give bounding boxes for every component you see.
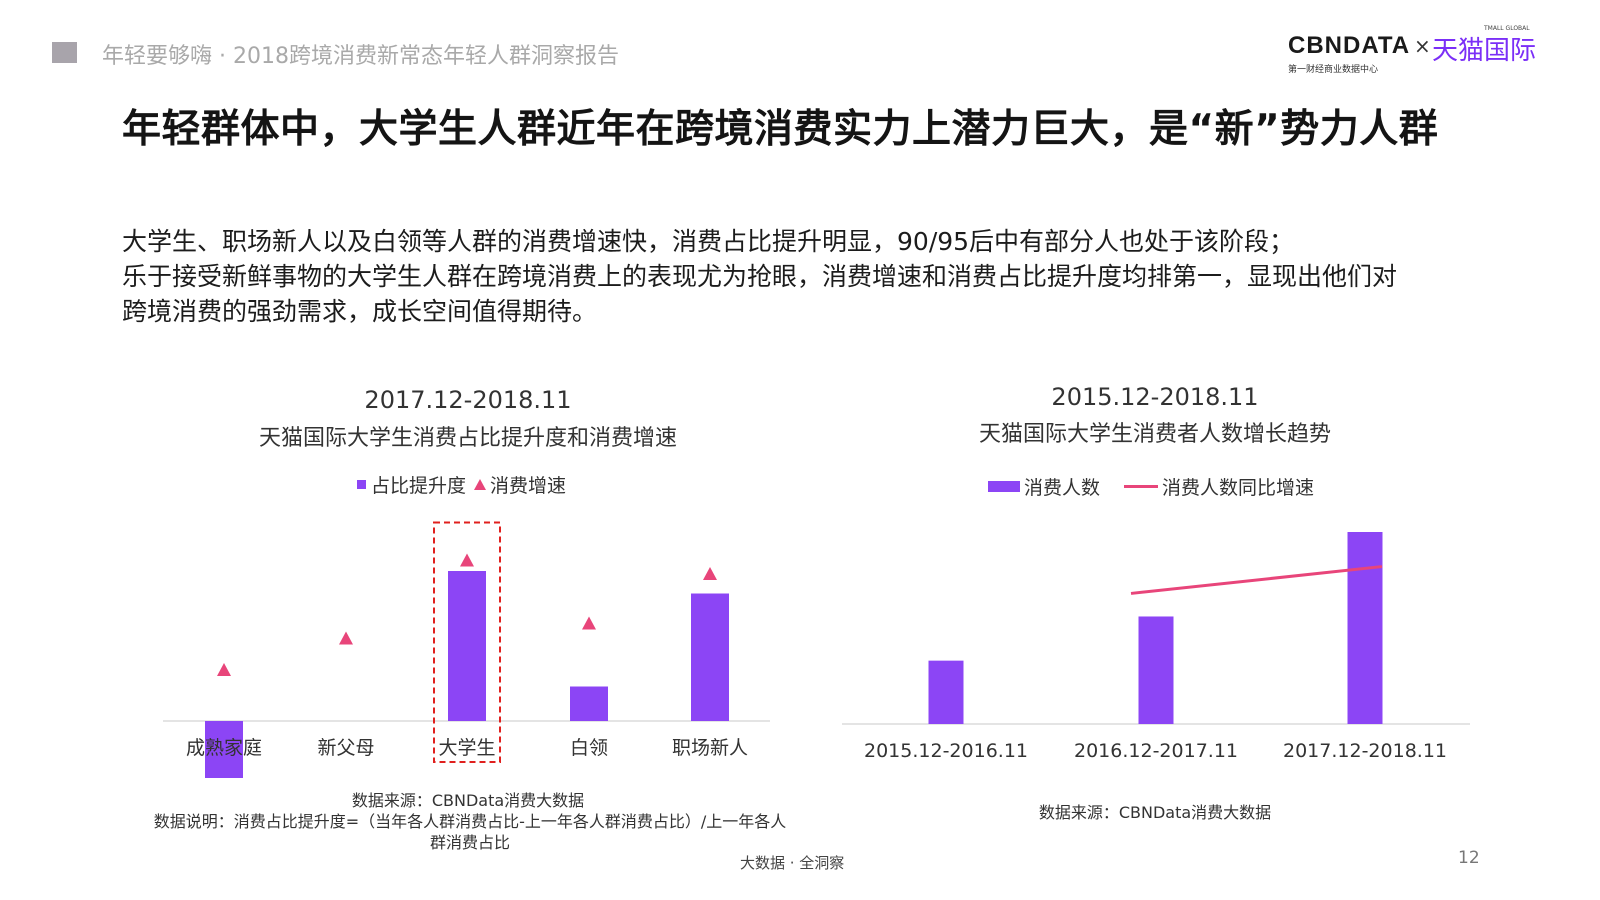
footer-slogan: 大数据 · 全洞察 — [740, 854, 845, 872]
header-square-icon — [52, 42, 77, 63]
logo-tmall: 天猫国际 — [1432, 36, 1537, 66]
chart1-triangle-marker — [582, 616, 596, 630]
chart1-triangle-marker — [217, 663, 231, 676]
chart2-legend-item: 消费人数 — [988, 473, 1100, 500]
chart2-bar — [1138, 616, 1174, 724]
chart2-bar — [1347, 532, 1383, 724]
chart1-x-tick-label: 新父母 — [317, 737, 374, 759]
chart1-legend-marker-label: 消费增速 — [490, 475, 567, 497]
chart2-x-tick-label: 2016.12-2017.11 — [1074, 740, 1238, 762]
logo: CBNDATA × 天猫国际 TMALL GLOBAL 第一财经商业数据中心 — [1288, 25, 1540, 76]
chart2-bar — [928, 660, 964, 724]
chart1-legend: 占比提升度 消费增速 — [357, 471, 566, 498]
line-swatch-icon — [1124, 485, 1159, 488]
logo-cbndata: CBNDATA — [1288, 32, 1411, 59]
logo-cbndata-sub: 第一财经商业数据中心 — [1288, 65, 1379, 75]
chart2-title: 2015.12-2018.11 — [1051, 383, 1259, 411]
logo-separator: × — [1414, 34, 1431, 58]
description-line: 大学生、职场新人以及白领等人群的消费增速快，消费占比提升明显，90/95后中有部… — [122, 227, 1295, 256]
description-line: 跨境消费的强劲需求，成长空间值得期待。 — [122, 297, 598, 326]
chart1-x-tick-label: 白领 — [570, 737, 608, 759]
description: 大学生、职场新人以及白领等人群的消费增速快，消费占比提升明显，90/95后中有部… — [122, 224, 1482, 329]
chart2-legend-bar-label: 消费人数 — [1024, 477, 1101, 499]
chart1-bar — [691, 593, 729, 721]
chart1-note: 数据说明：消费占比提升度=（当年各人群消费占比-上一年各人群消费占比）/上一年各… — [153, 812, 787, 852]
page-title: 年轻群体中，大学生人群近年在跨境消费实力上潜力巨大，是“新”势力人群 — [122, 107, 1439, 152]
chart2-legend-item: 消费人数同比增速 — [1100, 473, 1314, 500]
chart1-legend-item: 消费增速 — [466, 471, 566, 498]
chart2-subtitle: 天猫国际大学生消费者人数增长趋势 — [978, 422, 1331, 447]
chart1-legend-bar-label: 占比提升度 — [371, 475, 467, 497]
bar-swatch-icon — [988, 481, 1020, 492]
chart1-x-tick-label: 职场新人 — [672, 737, 748, 759]
logo-tmall-sub: TMALL GLOBAL — [1484, 25, 1530, 32]
chart1-highlight-box — [433, 521, 501, 763]
chart1-triangle-marker — [339, 631, 353, 645]
chart2-legend: 消费人数 消费人数同比增速 — [988, 473, 1314, 500]
chart2-legend-line-label: 消费人数同比增速 — [1162, 477, 1315, 499]
chart1-triangle-marker — [703, 567, 717, 580]
chart1-bar — [570, 686, 608, 721]
chart1-source: 数据来源：CBNData消费大数据 — [351, 791, 585, 810]
chart1-bar — [205, 721, 243, 778]
chart2-x-tick-label: 2017.12-2018.11 — [1283, 740, 1447, 762]
chart1-x-tick-label: 成熟家庭 — [186, 737, 262, 759]
chart2-growth-line — [1130, 565, 1383, 595]
chart1-legend-item: 占比提升度 — [357, 471, 466, 498]
chart2-source: 数据来源：CBNData消费大数据 — [1038, 803, 1272, 822]
report-title: 年轻要够嗨 · 2018跨境消费新常态年轻人群洞察报告 — [102, 44, 619, 69]
bar-swatch-icon — [357, 480, 366, 489]
description-line: 乐于接受新鲜事物的大学生人群在跨境消费上的表现尤为抢眼，消费增速和消费占比提升度… — [122, 262, 1398, 291]
triangle-marker-icon — [474, 479, 487, 490]
chart1-bar — [448, 571, 486, 721]
chart1-triangle-marker — [460, 553, 474, 567]
chart1-x-tick-label: 大学生 — [438, 737, 495, 759]
chart1-subtitle: 天猫国际大学生消费占比提升度和消费增速 — [258, 426, 677, 451]
page-number: 12 — [1458, 848, 1480, 868]
chart1-title: 2017.12-2018.11 — [364, 386, 572, 414]
chart2-x-tick-label: 2015.12-2016.11 — [864, 740, 1028, 762]
